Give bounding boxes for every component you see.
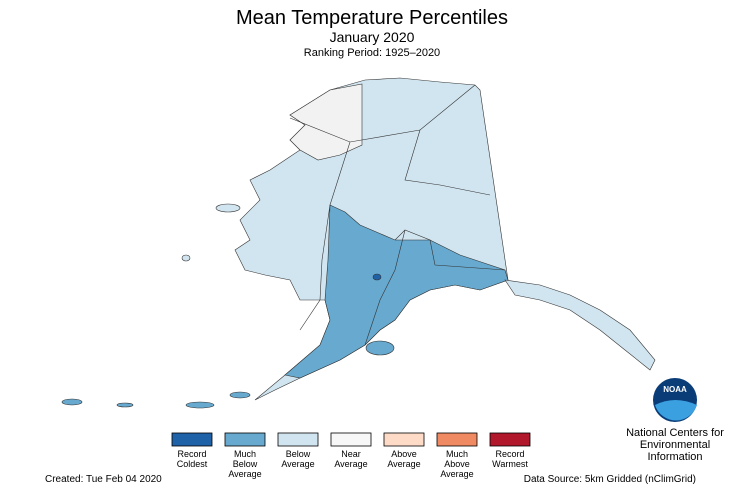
kodiak <box>365 340 395 356</box>
legend-label: Warmest <box>492 459 528 469</box>
island <box>61 398 83 406</box>
island <box>185 401 215 409</box>
lake <box>372 273 382 281</box>
legend-swatch <box>224 432 266 447</box>
org-name: Information <box>647 451 702 463</box>
legend: RecordColdestMuchBelowAverageBelowAverag… <box>171 432 531 479</box>
legend-label: Below <box>233 459 258 469</box>
legend-swatch <box>383 432 425 447</box>
region-near-average <box>289 83 363 161</box>
legend-label: Near <box>341 449 361 459</box>
org-name: National Centers for <box>626 427 724 439</box>
island <box>181 254 191 262</box>
legend-label: Average <box>334 459 367 469</box>
legend-label: Above <box>444 459 470 469</box>
legend-swatch <box>171 432 213 447</box>
legend-label: Average <box>387 459 420 469</box>
created: Created: Tue Feb 04 2020 <box>45 474 162 485</box>
legend-label: Average <box>440 469 473 479</box>
region-border <box>404 129 491 196</box>
logo-wave <box>655 400 697 421</box>
region-border <box>394 229 506 271</box>
island <box>116 402 134 408</box>
period: Ranking Period: 1925–2020 <box>304 47 440 59</box>
legend-label: Below <box>286 449 311 459</box>
legend-label: Much <box>446 449 468 459</box>
logo-text: NOAA <box>663 385 687 394</box>
org-name: Environmental <box>640 439 710 451</box>
legend-label: Average <box>228 469 261 479</box>
legend-swatch <box>277 432 319 447</box>
legend-label: Above <box>391 449 417 459</box>
legend-label: Record <box>495 449 524 459</box>
island <box>229 391 251 399</box>
alaska-map <box>61 77 656 409</box>
title: Mean Temperature Percentiles <box>236 7 508 29</box>
legend-label: Coldest <box>177 459 208 469</box>
region-border <box>289 84 476 143</box>
legend-label: Record <box>177 449 206 459</box>
legend-label: Average <box>281 459 314 469</box>
legend-swatch <box>436 432 478 447</box>
panhandle <box>504 279 656 371</box>
region-much-below <box>284 204 509 379</box>
region-border <box>299 141 351 331</box>
region-border <box>364 229 406 346</box>
subtitle: January 2020 <box>330 29 415 45</box>
legend-swatch <box>330 432 372 447</box>
island <box>215 203 241 213</box>
source: Data Source: 5km Gridded (nClimGrid) <box>524 474 696 485</box>
legend-swatch <box>489 432 531 447</box>
legend-label: Much <box>234 449 256 459</box>
